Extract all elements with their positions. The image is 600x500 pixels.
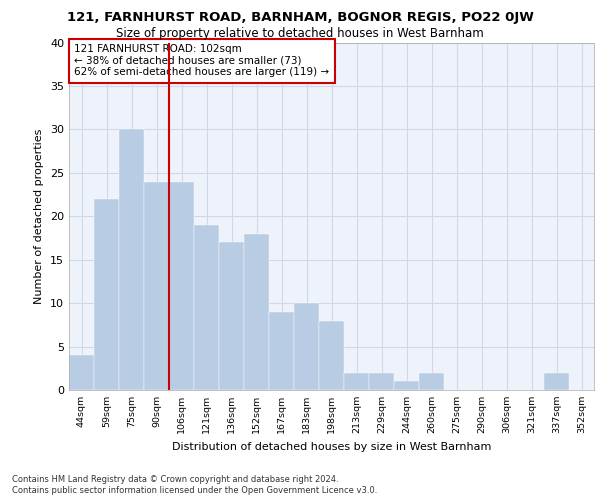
- Bar: [119, 130, 144, 390]
- Bar: [69, 355, 94, 390]
- Bar: [394, 382, 419, 390]
- Bar: [269, 312, 294, 390]
- Text: 121 FARNHURST ROAD: 102sqm
← 38% of detached houses are smaller (73)
62% of semi: 121 FARNHURST ROAD: 102sqm ← 38% of deta…: [74, 44, 329, 78]
- Bar: [194, 225, 219, 390]
- Text: 121, FARNHURST ROAD, BARNHAM, BOGNOR REGIS, PO22 0JW: 121, FARNHURST ROAD, BARNHAM, BOGNOR REG…: [67, 12, 533, 24]
- Bar: [244, 234, 269, 390]
- Bar: [544, 372, 569, 390]
- Bar: [369, 372, 394, 390]
- Text: Contains public sector information licensed under the Open Government Licence v3: Contains public sector information licen…: [12, 486, 377, 495]
- Bar: [144, 182, 169, 390]
- Bar: [294, 303, 319, 390]
- Y-axis label: Number of detached properties: Number of detached properties: [34, 128, 44, 304]
- Bar: [419, 372, 444, 390]
- Bar: [344, 372, 369, 390]
- Bar: [169, 182, 194, 390]
- Text: Contains HM Land Registry data © Crown copyright and database right 2024.: Contains HM Land Registry data © Crown c…: [12, 475, 338, 484]
- Bar: [94, 199, 119, 390]
- Bar: [219, 242, 244, 390]
- Text: Size of property relative to detached houses in West Barnham: Size of property relative to detached ho…: [116, 28, 484, 40]
- X-axis label: Distribution of detached houses by size in West Barnham: Distribution of detached houses by size …: [172, 442, 491, 452]
- Bar: [319, 320, 344, 390]
